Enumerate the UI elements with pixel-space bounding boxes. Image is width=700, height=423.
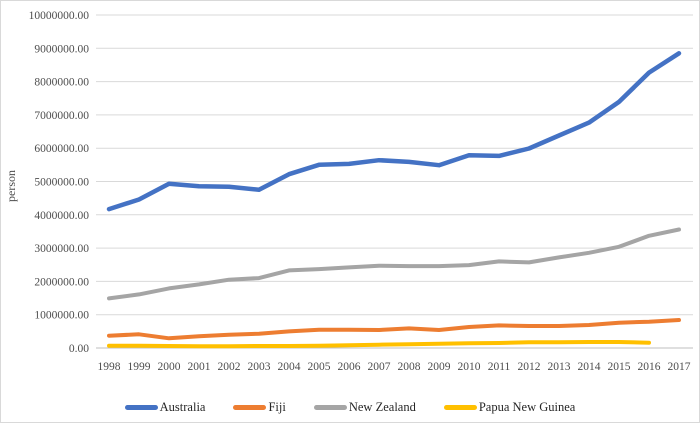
legend-label: Fiji [268, 400, 286, 414]
y-tick-label: 4000000.00 [34, 210, 89, 222]
series-line-new-zealand [107, 227, 681, 301]
x-tick-label: 2007 [368, 361, 391, 373]
legend-label: Papua New Guinea [478, 400, 576, 414]
y-tick-label: 7000000.00 [34, 110, 89, 122]
legend-label: New Zealand [348, 400, 416, 414]
legend-item-fiji[interactable]: Fiji [233, 400, 286, 415]
legend-item-australia[interactable]: Australia [124, 400, 206, 415]
legend-item-papua-new-guinea[interactable]: Papua New Guinea [443, 400, 576, 415]
series-line-papua-new-guinea [107, 340, 651, 349]
y-tick-label: 6000000.00 [34, 143, 89, 155]
y-tick-label: 8000000.00 [34, 77, 89, 89]
legend-label: Australia [159, 400, 206, 414]
x-tick-label: 2012 [518, 361, 541, 373]
x-tick-label: 2010 [458, 361, 481, 373]
y-tick-label: 5000000.00 [34, 177, 89, 189]
x-tick-label: 2009 [428, 361, 451, 373]
x-tick-label: 2003 [248, 361, 271, 373]
x-tick-label: 2017 [668, 361, 691, 373]
legend-swatch-icon [233, 405, 267, 410]
x-tick-label: 2005 [308, 361, 331, 373]
x-tick-label: 2008 [398, 361, 421, 373]
y-tick-label: 2000000.00 [34, 276, 89, 288]
x-tick-label: 2011 [488, 361, 511, 373]
x-tick-label: 1999 [128, 361, 151, 373]
y-axis-title: person [4, 170, 18, 202]
x-tick-label: 1998 [98, 361, 121, 373]
series-line-australia [106, 51, 682, 212]
x-tick-label: 2016 [638, 361, 661, 373]
x-tick-label: 2000 [158, 361, 181, 373]
x-tick-label: 2006 [338, 361, 361, 373]
legend-item-new-zealand[interactable]: New Zealand [313, 400, 416, 415]
x-tick-label: 2004 [278, 361, 301, 373]
y-tick-label: 0.00 [69, 343, 89, 355]
y-tick-label: 10000000.00 [29, 10, 90, 22]
x-tick-label: 2002 [218, 361, 241, 373]
x-tick-label: 2014 [578, 361, 601, 373]
series-line-fiji [107, 318, 681, 341]
legend-swatch-icon [313, 405, 347, 410]
y-tick-label: 9000000.00 [34, 43, 89, 55]
x-tick-label: 2001 [188, 361, 211, 373]
x-tick-label: 2013 [548, 361, 571, 373]
legend: Australia Fiji New Zealand Papua New Guinea [1, 400, 699, 415]
x-tick-label: 2015 [608, 361, 631, 373]
y-tick-label: 1000000.00 [34, 310, 89, 322]
y-tick-label: 3000000.00 [34, 243, 89, 255]
legend-swatch-icon [443, 405, 477, 410]
legend-swatch-icon [124, 405, 158, 410]
